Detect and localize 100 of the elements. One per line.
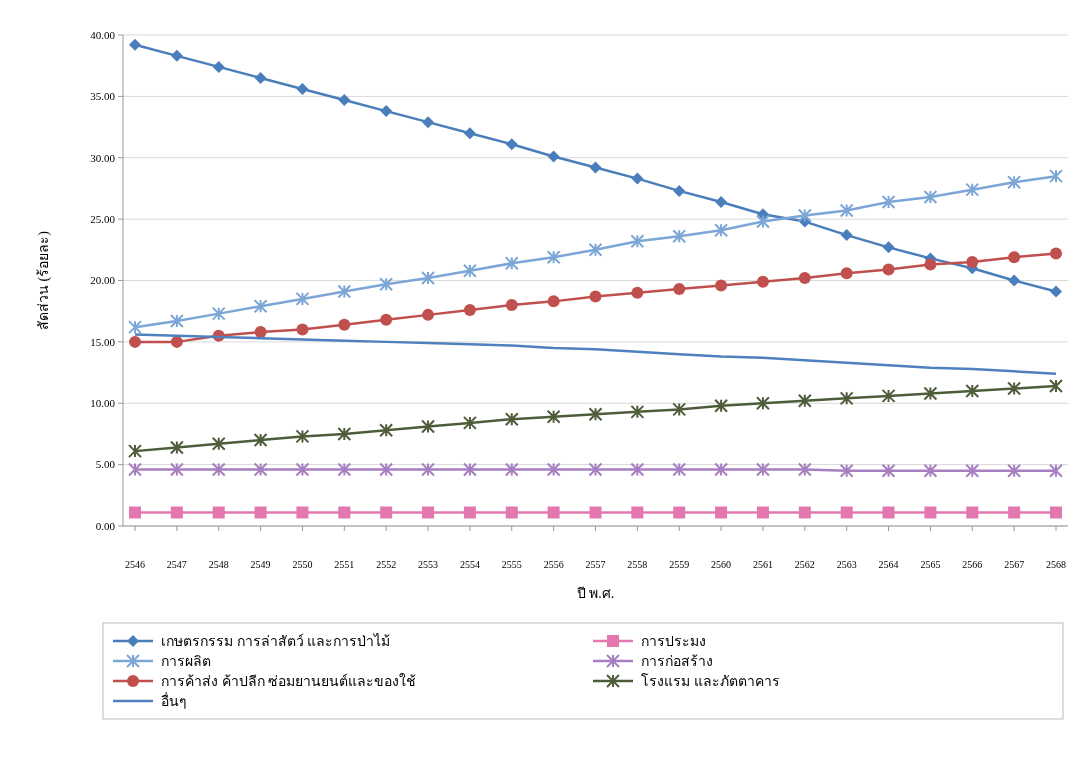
point (337, 426, 352, 441)
x-tick-label: 2557 (585, 559, 606, 570)
point (253, 462, 268, 477)
point (755, 214, 770, 229)
x-tick-label: 2552 (376, 559, 397, 570)
point (211, 436, 226, 451)
point (129, 506, 141, 519)
point (965, 182, 980, 197)
point (588, 407, 603, 422)
y-tick-label: 0.00 (95, 519, 116, 532)
legend-label: โรงแรม และภัตตาคาร (641, 672, 780, 689)
point (546, 409, 561, 424)
point (463, 127, 476, 140)
point (715, 195, 728, 208)
point (673, 283, 686, 296)
point (128, 462, 142, 477)
point (295, 462, 310, 477)
point (1049, 379, 1063, 394)
point (463, 506, 476, 519)
point (756, 275, 769, 288)
y-tick-label: 15.00 (90, 335, 116, 348)
point (338, 318, 351, 331)
point (462, 462, 477, 477)
point (505, 299, 518, 312)
y-tick-label: 40.00 (90, 28, 116, 41)
x-tick-label: 2566 (962, 559, 983, 570)
point (881, 388, 896, 403)
point (673, 184, 686, 197)
point (547, 506, 560, 519)
y-tick-label: 10.00 (90, 397, 116, 410)
point (128, 444, 142, 459)
point (923, 463, 938, 478)
legend-label: การค้าส่ง ค้าปลีก ซ่อมยานยนต์และของใช้ (161, 672, 416, 689)
point (1007, 381, 1022, 396)
point (923, 386, 938, 401)
point (965, 383, 980, 398)
legend-label: อื่นๆ (161, 691, 187, 709)
point (380, 105, 393, 118)
point (715, 506, 728, 519)
x-tick-label: 2546 (125, 559, 145, 570)
point (1050, 247, 1062, 260)
point (881, 463, 896, 478)
x-tick-label: 2568 (1046, 559, 1066, 570)
x-tick-label: 2553 (418, 559, 439, 570)
point (882, 263, 895, 276)
point (504, 462, 519, 477)
point (631, 172, 644, 185)
point (882, 506, 895, 519)
point (715, 279, 728, 292)
legend-label: การผลิต (161, 653, 211, 669)
point (798, 272, 811, 285)
point (296, 506, 309, 519)
point (380, 313, 393, 326)
x-tick-label: 2550 (292, 559, 313, 570)
point (169, 440, 184, 455)
point (839, 463, 854, 478)
point (839, 203, 854, 218)
point (797, 208, 812, 223)
point (337, 284, 352, 299)
point (630, 404, 645, 419)
point (714, 398, 729, 413)
x-tick-label: 2559 (669, 559, 690, 570)
x-tick-label: 2567 (1004, 559, 1025, 570)
point (755, 396, 770, 411)
y-tick-label: 25.00 (90, 212, 116, 225)
point (673, 506, 686, 519)
point (254, 71, 267, 84)
point (338, 506, 351, 519)
point (589, 506, 602, 519)
point (253, 433, 268, 448)
y-tick-label: 35.00 (90, 90, 116, 103)
point (923, 190, 938, 205)
point (380, 506, 393, 519)
point (337, 462, 352, 477)
y-tick-label: 20.00 (90, 274, 116, 287)
point (505, 138, 518, 151)
point (422, 506, 435, 519)
point (421, 271, 436, 286)
x-tick-label: 2549 (250, 559, 271, 570)
point (1050, 285, 1062, 298)
point (630, 462, 645, 477)
point (379, 462, 394, 477)
point (1007, 175, 1022, 190)
point (504, 256, 519, 271)
point (1008, 506, 1021, 519)
point (254, 326, 267, 339)
point (672, 229, 687, 244)
point (840, 229, 853, 242)
y-axis-title: สัดส่วน (ร้อยละ) (36, 230, 52, 330)
point (924, 506, 937, 519)
point (129, 38, 141, 51)
y-tick-label: 30.00 (90, 151, 116, 164)
point (546, 462, 561, 477)
point (882, 241, 895, 254)
point (422, 308, 435, 321)
point (797, 393, 812, 408)
x-tick-label: 2561 (752, 559, 773, 570)
point (881, 194, 896, 209)
point (1008, 274, 1021, 287)
point (379, 277, 394, 292)
